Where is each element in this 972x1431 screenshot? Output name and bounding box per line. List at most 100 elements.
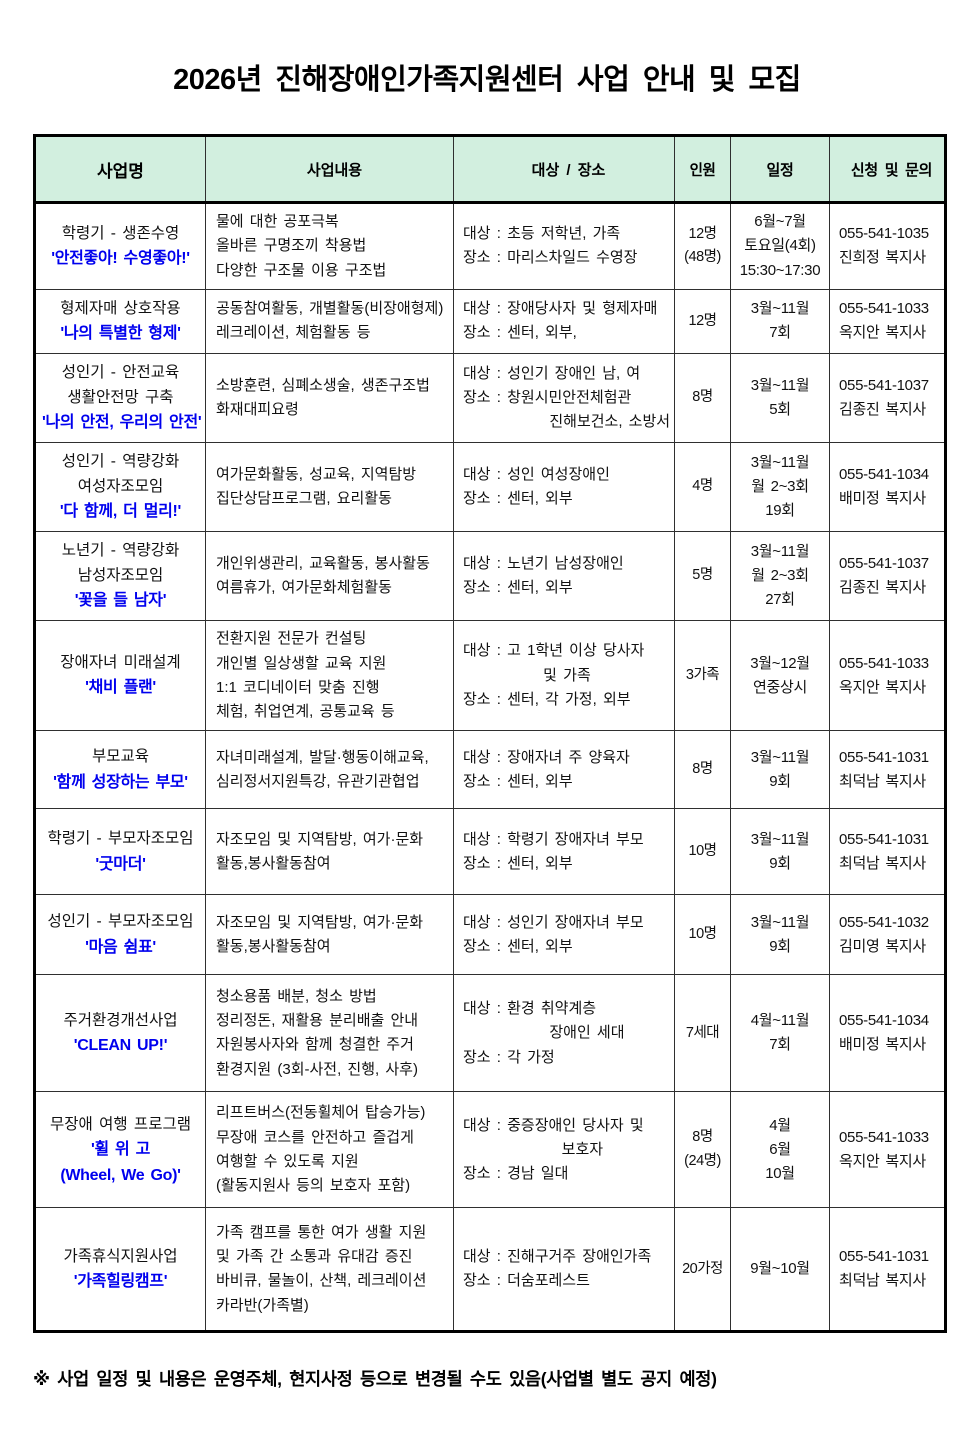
table-row: 성인기 - 부모자조모임 '마음 쉼표' 자조모임 및 지역탐방, 여가·문화 …: [36, 895, 944, 976]
target-place-cell: 대상 : 고 1학년 이상 당사자 및 가족 장소 : 센터, 각 가정, 외부: [454, 621, 675, 731]
capacity-cell: 10명: [675, 895, 731, 975]
program-name-cell: 형제자매 상호작용 '나의 특별한 형제': [36, 289, 206, 353]
schedule-cell: 3월~12월 연중상시: [731, 621, 830, 731]
program-content-cell: 자조모임 및 지역탐방, 여가·문화 활동,봉사활동참여: [206, 895, 454, 975]
capacity-cell: 7세대: [675, 975, 731, 1092]
program-name-cell: 노년기 - 역량강화 남성자조모임 '꽃을 들 남자': [36, 532, 206, 621]
program-content-cell: 자녀미래설계, 발달·행동이해교육, 심리정서지원특강, 유관기관협업: [206, 731, 454, 809]
program-slogan: '함께 성장하는 부모': [53, 773, 188, 791]
schedule-cell: 3월~11월 9회: [731, 731, 830, 809]
program-name: 학령기 - 생존수영: [61, 224, 180, 242]
program-name: 무장애 여행 프로그램: [50, 1115, 191, 1133]
target-place-cell: 대상 : 초등 저학년, 가족 장소 : 마리스차일드 수영장: [454, 204, 675, 289]
schedule-cell: 3월~11월 월 2~3회 19회: [731, 443, 830, 532]
program-content-cell: 청소용품 배분, 청소 방법 정리정돈, 재활용 분리배출 안내 자원봉사자와 …: [206, 975, 454, 1092]
program-slogan: '나의 안전, 우리의 안전': [42, 414, 202, 432]
table-row: 노년기 - 역량강화 남성자조모임 '꽃을 들 남자' 개인위생관리, 교육활동…: [36, 532, 944, 622]
program-name-cell: 성인기 - 역량강화 여성자조모임 '다 함께, 더 멀리!': [36, 443, 206, 532]
program-slogan: '나의 특별한 형제': [60, 325, 181, 342]
program-name-cell: 학령기 - 생존수영 '안전좋아! 수영좋아!': [36, 204, 206, 289]
table-row: 학령기 - 부모자조모임 '굿마더' 자조모임 및 지역탐방, 여가·문화 활동…: [36, 809, 944, 896]
target-place-cell: 대상 : 성인 여성장애인 장소 : 센터, 외부: [454, 443, 675, 532]
target-place-cell: 대상 : 진해구거주 장애인가족 장소 : 더숨포레스트: [454, 1208, 675, 1331]
program-name: 가족휴식지원사업: [63, 1247, 178, 1265]
table-row: 장애자녀 미래설계 '채비 플랜' 전환지원 전문가 컨설팅 개인별 일상생할 …: [36, 621, 944, 732]
column-header-program-name: 사업명: [36, 137, 206, 201]
page-title: 2026년 진해장애인가족지원센터 사업 안내 및 모집: [173, 64, 801, 96]
program-content-cell: 공동참여활동, 개별활동(비장애형제) 레크레이션, 체험활동 등: [206, 289, 454, 353]
contact-cell: 055-541-1031 최덕남 복지사: [839, 748, 929, 790]
table-row: 가족휴식지원사업 '가족힐링캠프' 가족 캠프를 통한 여가 생활 지원 및 가…: [36, 1208, 944, 1331]
program-name-cell: 학령기 - 부모자조모임 '굿마더': [36, 809, 206, 895]
program-slogan: '안전좋아! 수영좋아!': [51, 250, 190, 268]
target-place-cell: 대상 : 성인기 장애자녀 부모 장소 : 센터, 외부: [454, 895, 675, 975]
program-name: 주거환경개선사업: [63, 1011, 178, 1029]
table-row: 주거환경개선사업 'CLEAN UP!' 청소용품 배분, 청소 방법 정리정돈…: [36, 975, 944, 1093]
column-header-contact: 신청 및 문의: [850, 161, 933, 179]
column-header-capacity: 인원: [675, 137, 731, 201]
program-name-cell: 가족휴식지원사업 '가족힐링캠프': [36, 1208, 206, 1331]
program-name-cell: 성인기 - 안전교육 생활안전망 구축 '나의 안전, 우리의 안전': [36, 353, 206, 443]
program-name: 노년기 - 역량강화 남성자조모임: [61, 542, 180, 585]
capacity-cell: 20가정: [675, 1208, 731, 1331]
contact-cell: 055-541-1031 최덕남 복지사: [839, 830, 929, 872]
table-row: 부모교육 '함께 성장하는 부모' 자녀미래설계, 발달·행동이해교육, 심리정…: [36, 731, 944, 810]
contact-cell: 055-541-1031 최덕남 복지사: [839, 1248, 929, 1290]
contact-cell: 055-541-1033 옥지안 복지사: [839, 654, 929, 696]
table-row: 학령기 - 생존수영 '안전좋아! 수영좋아!' 물에 대한 공포극복 올바른 …: [36, 204, 944, 290]
schedule-cell: 4월~11월 7회: [731, 975, 830, 1092]
program-slogan: '마음 쉼표': [85, 938, 156, 956]
target-place-cell: 대상 : 환경 취약계층 장애인 세대 장소 : 각 가정: [454, 975, 675, 1092]
contact-cell: 055-541-1034 배미정 복지사: [839, 1012, 929, 1054]
program-name: 형제자매 상호작용: [60, 299, 181, 317]
table-row: 성인기 - 역량강화 여성자조모임 '다 함께, 더 멀리!' 여가문화활동, …: [36, 443, 944, 533]
capacity-cell: 8명: [675, 731, 731, 809]
capacity-cell: 12명 (48명): [675, 204, 731, 289]
table-row: 무장애 여행 프로그램 '휠 위 고 (Wheel, We Go)' 리프트버스…: [36, 1092, 944, 1209]
schedule-cell: 3월~11월 9회: [731, 895, 830, 975]
program-slogan: '휠 위 고 (Wheel, We Go)': [60, 1140, 181, 1184]
table-row: 성인기 - 안전교육 생활안전망 구축 '나의 안전, 우리의 안전' 소방훈련…: [36, 353, 944, 444]
schedule-cell: 3월~11월 9회: [731, 809, 830, 895]
capacity-cell: 10명: [675, 809, 731, 895]
contact-cell: 055-541-1035 진희정 복지사: [839, 225, 929, 267]
schedule-cell: 4월 6월 10월: [731, 1092, 830, 1208]
capacity-cell: 8명 (24명): [675, 1092, 731, 1208]
capacity-cell: 3가족: [675, 621, 731, 731]
table-row: 형제자매 상호작용 '나의 특별한 형제' 공동참여활동, 개별활동(비장애형제…: [36, 289, 944, 354]
program-name-cell: 장애자녀 미래설계 '채비 플랜': [36, 621, 206, 731]
program-slogan: '채비 플랜': [85, 679, 156, 697]
program-slogan: '다 함께, 더 멀리!': [59, 503, 182, 521]
program-name: 성인기 - 역량강화 여성자조모임: [61, 453, 180, 496]
schedule-cell: 9월~10월: [731, 1208, 830, 1331]
program-content-cell: 여가문화활동, 성교육, 지역탐방 집단상담프로그램, 요리활동: [206, 443, 454, 532]
program-slogan: '굿마더': [95, 855, 146, 873]
target-place-cell: 대상 : 장애당사자 및 형제자매 장소 : 센터, 외부,: [454, 289, 675, 353]
program-content-cell: 물에 대한 공포극복 올바른 구명조끼 착용법 다양한 구조물 이용 구조법: [206, 204, 454, 289]
target-place-cell: 대상 : 학령기 장애자녀 부모 장소 : 센터, 외부: [454, 809, 675, 895]
program-name-cell: 부모교육 '함께 성장하는 부모': [36, 731, 206, 809]
program-content-cell: 개인위생관리, 교육활동, 봉사활동 여름휴가, 여가문화체험활동: [206, 532, 454, 621]
schedule-cell: 3월~11월 월 2~3회 27회: [731, 532, 830, 621]
program-content-cell: 전환지원 전문가 컨설팅 개인별 일상생할 교육 지원 1:1 코디네이터 맞춤…: [206, 621, 454, 731]
contact-cell: 055-541-1034 배미정 복지사: [839, 465, 929, 508]
program-name-cell: 무장애 여행 프로그램 '휠 위 고 (Wheel, We Go)': [36, 1092, 206, 1208]
contact-cell: 055-541-1037 김종진 복지사: [839, 376, 929, 418]
column-header-schedule: 일정: [731, 137, 830, 201]
schedule-cell: 3월~11월 5회: [731, 353, 830, 443]
capacity-cell: 5명: [675, 532, 731, 621]
program-name: 성인기 - 부모자조모임: [47, 913, 194, 931]
target-place-cell: 대상 : 노년기 남성장애인 장소 : 센터, 외부: [454, 532, 675, 621]
program-content-cell: 자조모임 및 지역탐방, 여가·문화 활동,봉사활동참여: [206, 809, 454, 895]
contact-cell: 055-541-1032 김미영 복지사: [839, 913, 929, 955]
program-slogan: 'CLEAN UP!': [73, 1037, 168, 1055]
footnote: ※ 사업 일정 및 내용은 운영주체, 현지사정 등으로 변경될 수도 있음(사…: [33, 1369, 717, 1390]
contact-cell: 055-541-1033 옥지안 복지사: [839, 1128, 929, 1170]
capacity-cell: 4명: [675, 443, 731, 532]
column-header-target-place: 대상 / 장소: [454, 137, 675, 201]
program-name: 부모교육: [91, 748, 150, 766]
schedule-cell: 3월~11월 7회: [731, 289, 830, 353]
column-header-program-content: 사업내용: [206, 137, 454, 201]
table-header-row: 사업명 사업내용 대상 / 장소 인원 일정 신청 및 문의: [36, 137, 944, 204]
